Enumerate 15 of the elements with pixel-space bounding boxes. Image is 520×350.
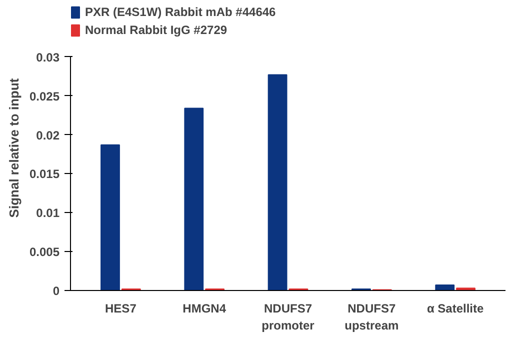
x-tick-label: HES7 xyxy=(105,302,137,316)
y-tick-label: 0.025 xyxy=(29,89,60,104)
y-axis-title: Signal relative to input xyxy=(6,78,22,218)
y-tick-label: 0.005 xyxy=(29,245,60,260)
x-tick-label: α Satellite xyxy=(426,302,484,316)
x-tick-label: NDUFS7 promoter xyxy=(262,302,315,332)
legend-label: Normal Rabbit IgG #2729 xyxy=(85,23,228,37)
y-tick-label: 0.01 xyxy=(36,206,60,220)
y-tick-label: 0.015 xyxy=(29,167,60,182)
y-tick-label: 0 xyxy=(52,284,60,298)
x-tick-label: HMGN4 xyxy=(182,302,226,316)
y-tick-label: 0.03 xyxy=(36,50,60,64)
x-tick-label: NDUFS7 upstream xyxy=(344,302,399,332)
y-tick-label: 0.02 xyxy=(36,128,60,142)
legend-label: PXR (E4S1W) Rabbit mAb #44646 xyxy=(85,5,276,19)
